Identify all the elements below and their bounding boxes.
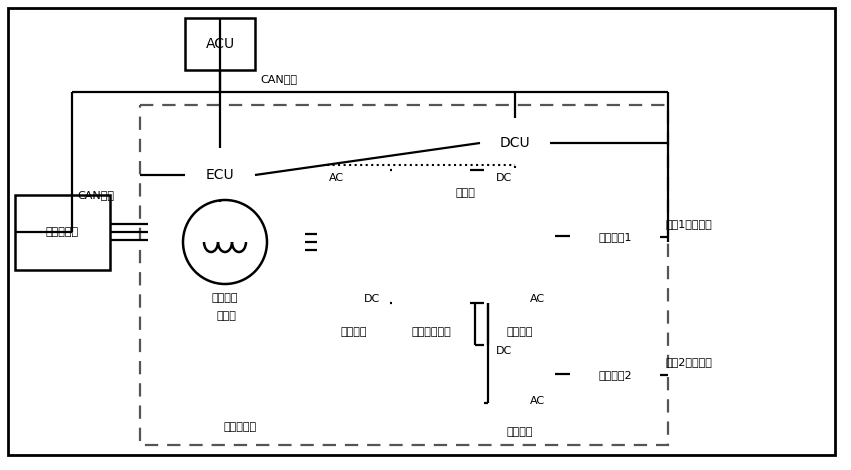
Bar: [185, 148, 255, 202]
Text: 整流模块: 整流模块: [340, 327, 367, 337]
Bar: [140, 105, 668, 445]
Bar: [570, 330, 660, 420]
Text: AC: AC: [530, 294, 545, 304]
Bar: [317, 155, 390, 318]
Text: 电机2速度信号: 电机2速度信号: [665, 357, 712, 367]
Text: 柴油发动机: 柴油发动机: [46, 227, 79, 237]
Text: ACU: ACU: [205, 37, 235, 51]
Bar: [480, 118, 550, 168]
Text: AC: AC: [329, 173, 344, 183]
Bar: [148, 185, 305, 300]
Bar: [570, 165, 660, 310]
Text: DC: DC: [363, 294, 380, 304]
Text: CAN总线: CAN总线: [77, 190, 114, 200]
Text: ECU: ECU: [206, 168, 234, 182]
Text: 牵引变流器: 牵引变流器: [224, 422, 256, 432]
Text: 牵引电机1: 牵引电机1: [598, 233, 631, 243]
Text: 逆变模块: 逆变模块: [506, 427, 533, 437]
Text: DC: DC: [496, 346, 512, 356]
Text: 牵引电机2: 牵引电机2: [598, 370, 631, 380]
Text: 励磁信号: 励磁信号: [212, 293, 238, 303]
Text: 光信号: 光信号: [455, 188, 475, 198]
Bar: [15, 195, 110, 270]
Text: 直流滤波环节: 直流滤波环节: [411, 327, 451, 337]
Text: 发电机: 发电机: [216, 311, 237, 321]
Bar: [392, 155, 470, 318]
Text: 逆变模块: 逆变模块: [506, 327, 533, 337]
Text: DCU: DCU: [500, 136, 530, 150]
Bar: [484, 155, 555, 318]
Bar: [484, 330, 555, 418]
Bar: [185, 18, 255, 70]
Text: AC: AC: [530, 396, 545, 406]
Text: DC: DC: [496, 173, 512, 183]
Text: 电机1速度信号: 电机1速度信号: [665, 219, 711, 229]
Text: CAN总线: CAN总线: [260, 74, 297, 84]
